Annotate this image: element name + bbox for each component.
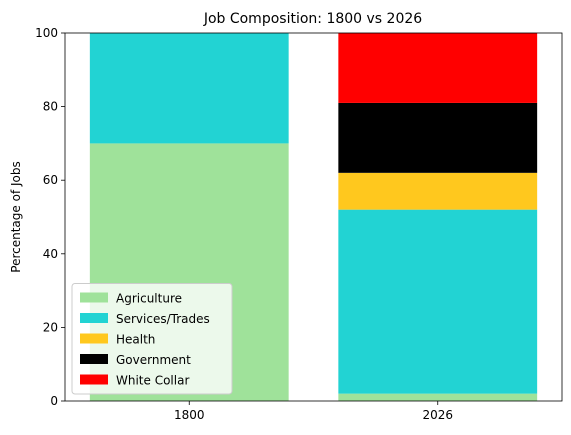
legend-swatch — [80, 313, 108, 323]
legend-swatch — [80, 333, 108, 344]
chart-title: Job Composition: 1800 vs 2026 — [203, 11, 422, 27]
legend-swatch — [80, 292, 108, 303]
y-tick-label: 80 — [43, 100, 58, 114]
y-axis-label: Percentage of Jobs — [9, 161, 23, 272]
y-tick-label: 100 — [35, 26, 58, 40]
x-tick-label: 2026 — [422, 408, 453, 422]
legend-swatch — [80, 354, 108, 364]
bar-2026-health — [338, 172, 538, 210]
x-tick-label: 1800 — [174, 408, 205, 422]
y-tick-label: 60 — [43, 173, 58, 187]
bar-2026-services-trades — [338, 209, 538, 394]
legend-label: Health — [116, 333, 155, 347]
y-axis: 0 20 40 60 80 100 — [35, 26, 65, 408]
y-tick-label: 0 — [50, 394, 58, 408]
bar-1800-services-trades — [89, 33, 289, 144]
legend-label: Government — [116, 353, 191, 367]
bar-2026-government — [338, 102, 538, 173]
x-axis: 1800 2026 — [174, 401, 453, 422]
bar-2026-white-collar — [338, 33, 538, 103]
plot-frame — [64, 32, 563, 402]
legend-label: Services/Trades — [116, 312, 210, 326]
legend: Agriculture Services/Trades Health Governme… — [71, 283, 233, 395]
y-tick-label: 20 — [43, 320, 58, 334]
legend-swatch — [80, 374, 108, 385]
bars-layer — [89, 33, 538, 401]
legend-label: Agriculture — [116, 292, 182, 306]
legend-label: White Collar — [116, 374, 189, 388]
bar-2026-agriculture — [338, 393, 538, 401]
legend-box — [71, 283, 233, 395]
y-tick-label: 40 — [43, 247, 58, 261]
